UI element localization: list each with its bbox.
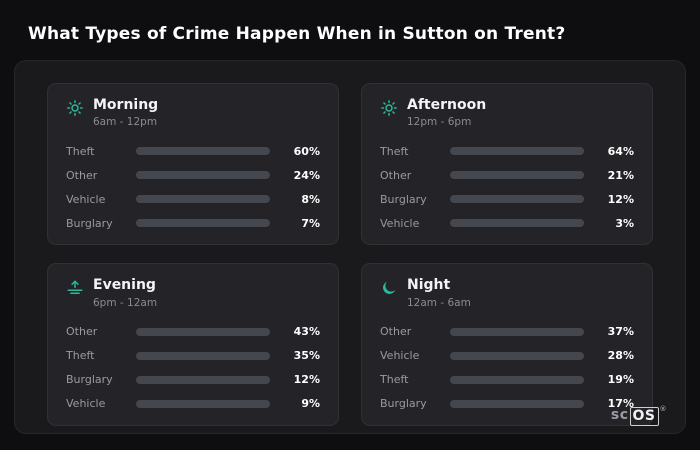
bar-row: Vehicle 9% — [66, 397, 320, 411]
bar-row: Theft 35% — [66, 349, 320, 363]
bar-label: Theft — [66, 144, 95, 158]
bar-row: Burglary 12% — [66, 373, 320, 387]
bar-label: Theft — [66, 349, 95, 363]
bar-rows: Theft 60% Other 24% Vehicle 8% Burglary — [66, 144, 320, 230]
bar-label: Other — [380, 325, 412, 339]
bar-track — [136, 219, 270, 228]
brand-suffix: OS — [629, 407, 659, 426]
bar-rows: Other 37% Vehicle 28% Theft 19% Burglary — [380, 325, 634, 411]
bar-value: 3% — [615, 216, 634, 230]
bar-label: Burglary — [66, 216, 113, 230]
bar-row: Burglary 7% — [66, 216, 320, 230]
bar-label: Burglary — [380, 192, 427, 206]
bar-track — [136, 399, 270, 408]
card-subtitle: 12am - 6am — [407, 296, 471, 309]
bar-track — [450, 195, 584, 204]
cards-grid: Morning 6am - 12pm Theft 60% Other 24% V… — [47, 83, 653, 426]
card-title: Night — [407, 277, 451, 294]
bar-track — [450, 399, 584, 408]
brand-logo: sc OS ® — [610, 405, 667, 426]
bar-track — [450, 219, 584, 228]
bar-value: 12% — [607, 192, 634, 206]
bar-label: Burglary — [66, 373, 113, 387]
card-header: Afternoon 12pm - 6pm — [380, 97, 634, 129]
bar-track — [450, 375, 584, 384]
card-title: Evening — [93, 277, 156, 294]
brand-prefix: sc — [610, 407, 629, 424]
bar-track — [136, 171, 270, 180]
bar-row: Theft 19% — [380, 373, 634, 387]
bar-value: 28% — [607, 349, 634, 363]
bar-track — [450, 171, 584, 180]
card-header: Evening 6pm - 12am — [66, 277, 320, 309]
card-header-text: Morning 6am - 12pm — [93, 97, 159, 129]
bar-track — [136, 351, 270, 360]
bar-row: Other 43% — [66, 325, 320, 339]
card-title: Afternoon — [407, 97, 487, 113]
bar-label: Other — [380, 168, 412, 182]
bar-value: 12% — [293, 373, 320, 387]
bar-label: Vehicle — [380, 216, 420, 230]
bar-row: Other 37% — [380, 325, 634, 339]
bar-rows: Theft 64% Other 21% Burglary 12% Vehicle — [380, 144, 634, 230]
card-header: Morning 6am - 12pm — [66, 97, 320, 129]
bar-row: Theft 60% — [66, 144, 320, 158]
bar-row: Vehicle 8% — [66, 192, 320, 206]
bar-row: Vehicle 28% — [380, 349, 634, 363]
bar-row: Burglary 17% — [380, 397, 634, 411]
bar-value: 43% — [293, 325, 320, 339]
bar-value: 24% — [293, 168, 320, 182]
card-afternoon: Afternoon 12pm - 6pm Theft 64% Other 21%… — [361, 83, 653, 246]
bar-value: 60% — [293, 144, 320, 158]
card-night: Night 12am - 6am Other 37% Vehicle 28% T… — [361, 263, 653, 426]
bar-track — [136, 147, 270, 156]
sun-icon — [380, 99, 398, 121]
bar-value: 19% — [607, 373, 634, 387]
bar-value: 35% — [293, 349, 320, 363]
bar-row: Burglary 12% — [380, 192, 634, 206]
bar-label: Theft — [380, 144, 409, 158]
bar-row: Vehicle 3% — [380, 216, 634, 230]
card-title: Morning — [93, 97, 159, 113]
registered-mark: ® — [659, 405, 667, 414]
bar-track — [450, 147, 584, 156]
bar-track — [450, 327, 584, 336]
bar-value: 37% — [607, 325, 634, 339]
bar-label: Other — [66, 325, 98, 339]
card-morning: Morning 6am - 12pm Theft 60% Other 24% V… — [47, 83, 339, 246]
bar-track — [136, 195, 270, 204]
bar-track — [136, 375, 270, 384]
bar-label: Theft — [380, 373, 409, 387]
bar-label: Burglary — [380, 397, 427, 411]
card-header-text: Afternoon 12pm - 6pm — [407, 97, 487, 129]
bar-label: Vehicle — [380, 349, 420, 363]
bar-value: 9% — [301, 397, 320, 411]
bar-row: Other 21% — [380, 168, 634, 182]
card-header: Night 12am - 6am — [380, 277, 634, 309]
sun-icon — [66, 99, 84, 121]
card-subtitle: 6am - 12pm — [93, 116, 158, 129]
bar-rows: Other 43% Theft 35% Burglary 12% Vehicle — [66, 325, 320, 411]
page-title: What Types of Crime Happen When in Sutto… — [28, 24, 566, 44]
bar-value: 21% — [607, 168, 634, 182]
bar-label: Vehicle — [66, 397, 106, 411]
bar-row: Theft 64% — [380, 144, 634, 158]
bar-label: Vehicle — [66, 192, 106, 206]
moon-icon — [380, 279, 398, 301]
bar-row: Other 24% — [66, 168, 320, 182]
card-subtitle: 6pm - 12am — [93, 296, 158, 309]
bar-value: 8% — [301, 192, 320, 206]
card-evening: Evening 6pm - 12am Other 43% Theft 35% B… — [47, 263, 339, 426]
card-header-text: Night 12am - 6am — [407, 277, 471, 309]
card-subtitle: 12pm - 6pm — [407, 116, 472, 129]
sunset-icon — [66, 279, 84, 301]
card-header-text: Evening 6pm - 12am — [93, 277, 158, 309]
bar-value: 17% — [607, 397, 634, 411]
bar-track — [136, 327, 270, 336]
bar-value: 64% — [607, 144, 634, 158]
bar-track — [450, 351, 584, 360]
dashboard-panel: Morning 6am - 12pm Theft 60% Other 24% V… — [14, 60, 686, 434]
bar-value: 7% — [301, 216, 320, 230]
bar-label: Other — [66, 168, 98, 182]
